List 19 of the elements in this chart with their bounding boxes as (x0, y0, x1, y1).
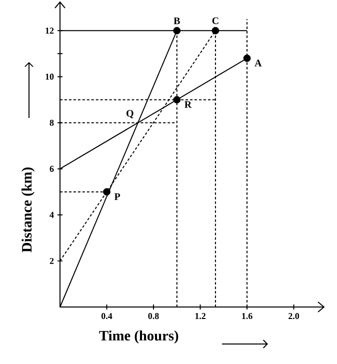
y-tick-label: 8 (50, 120, 54, 126)
y-tick-label: 6 (50, 166, 54, 172)
annotation: A (254, 60, 262, 66)
annotation: B (174, 18, 180, 24)
y-axis-title: Distance (km) (22, 168, 35, 252)
y-tick-label: 4 (50, 212, 54, 218)
annotation: P (114, 193, 120, 200)
y-tick-label: 2 (50, 258, 54, 264)
annotation: Q (126, 110, 134, 118)
x-tick-label: 1.6 (242, 313, 252, 320)
x-tick-label: 1.2 (195, 313, 206, 320)
y-tick-label: 12 (46, 28, 54, 34)
x-axis-title: Time (hours) (99, 330, 178, 344)
x-tick-label: 0.8 (148, 313, 159, 320)
y-tick-label: 10 (46, 74, 54, 80)
annotation: C (212, 17, 218, 24)
x-tick-label: 0.4 (101, 313, 112, 320)
annotation: R (184, 101, 192, 108)
x-tick-label: 2.0 (288, 313, 300, 320)
